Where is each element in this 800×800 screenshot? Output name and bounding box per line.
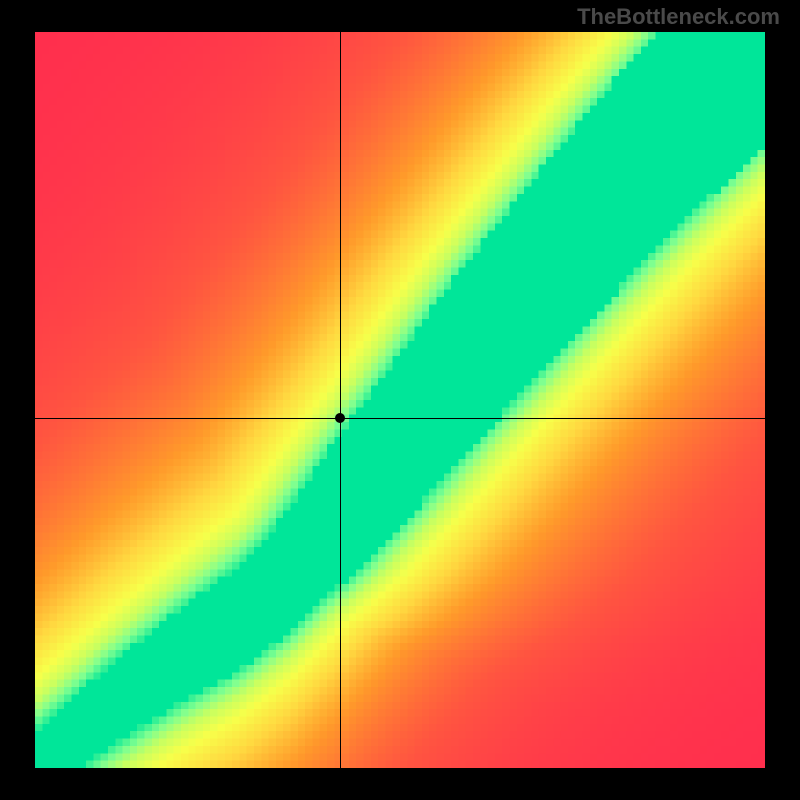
watermark-text: TheBottleneck.com <box>577 4 780 30</box>
bottleneck-heatmap <box>35 32 765 768</box>
crosshair-horizontal <box>35 418 765 419</box>
chart-container: { "type": "heatmap", "watermark": { "tex… <box>0 0 800 800</box>
crosshair-vertical <box>340 32 341 768</box>
